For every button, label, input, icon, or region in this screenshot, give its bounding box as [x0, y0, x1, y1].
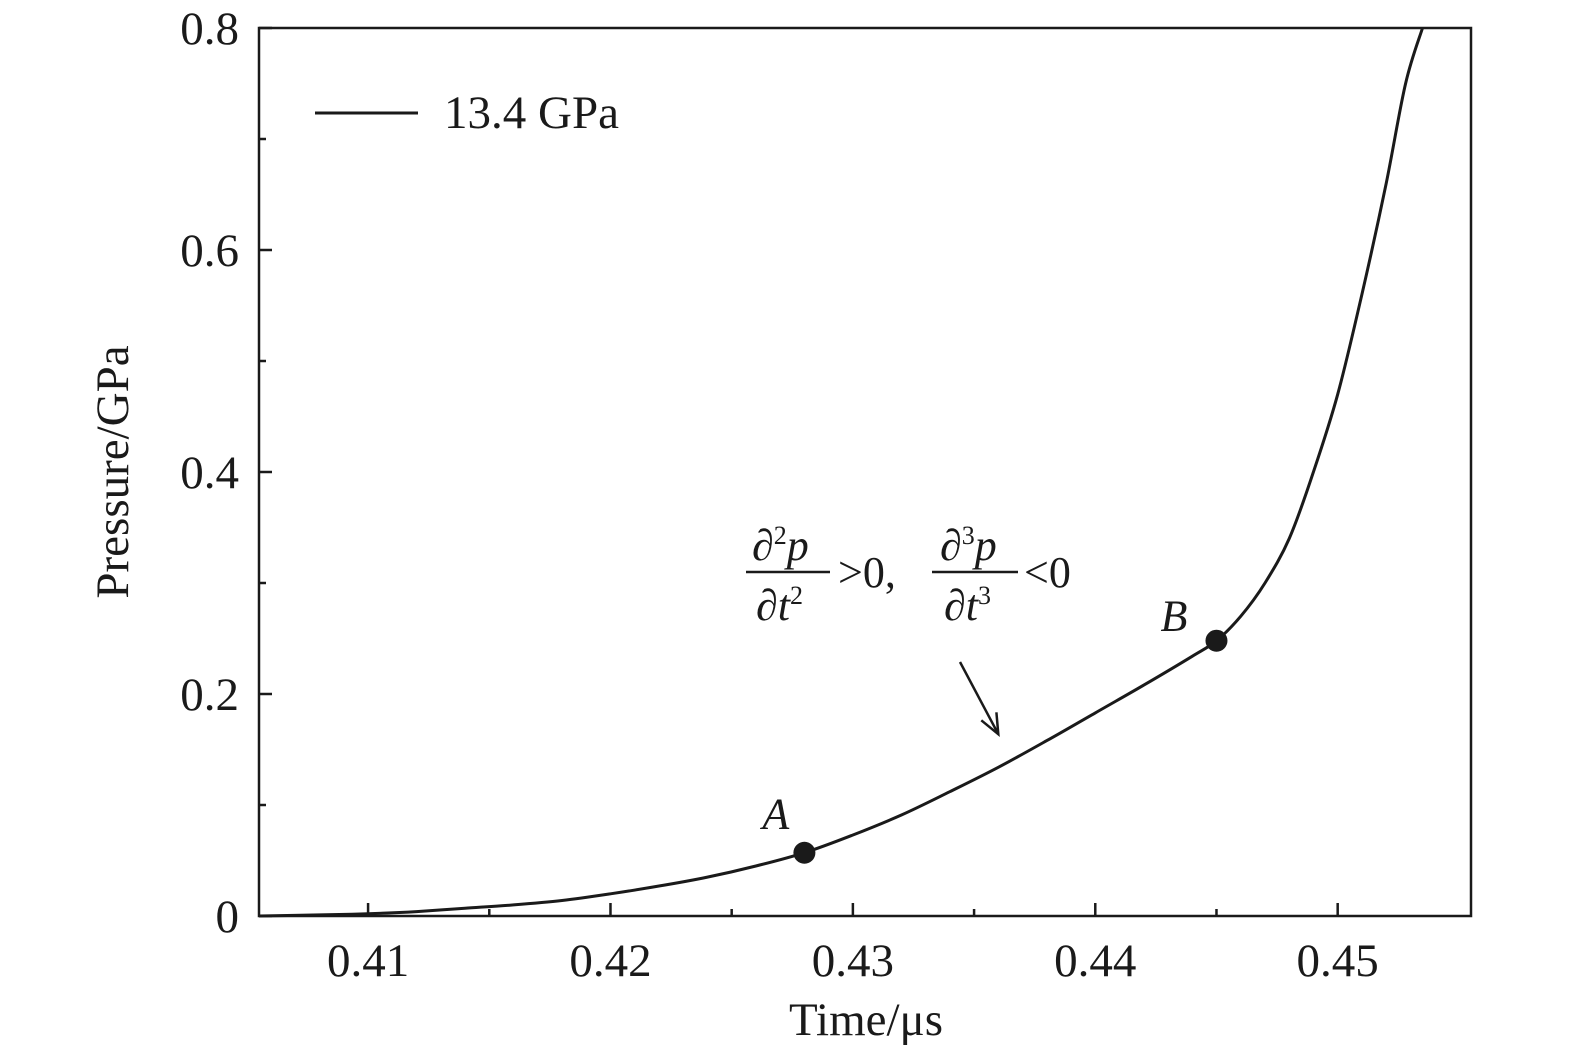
x-axis-title: Time/μs	[789, 994, 943, 1046]
annotation-condition-1: >0,	[838, 548, 896, 597]
y-tick-label: 0.4	[180, 447, 239, 499]
point-a-label: A	[759, 790, 790, 839]
x-tick-label: 0.43	[812, 935, 894, 987]
plot-frame	[257, 26, 1473, 918]
point-b-marker	[1205, 629, 1228, 652]
derivative-annotation: ∂2p ∂t2 >0, ∂3p ∂t3 <0	[746, 521, 1071, 738]
frac1-den-variable: t	[778, 581, 792, 630]
point-a-marker	[793, 841, 816, 864]
point-b-label: B	[1160, 592, 1187, 641]
frac2-num-exponent: 3	[962, 521, 975, 550]
annotation-frac1-denominator: ∂t2	[756, 581, 803, 630]
frac1-num-exponent: 2	[774, 521, 787, 550]
series-line-13.4-gpa	[258, 27, 1424, 918]
frac1-den-partial: ∂	[756, 581, 778, 630]
annotation-arrowhead	[980, 712, 1000, 738]
frac1-num-variable: p	[784, 521, 809, 570]
frac2-num-partial: ∂	[940, 521, 962, 570]
frac1-den-exponent: 2	[790, 581, 803, 610]
axis-ticks	[259, 26, 1339, 918]
annotation-frac2-denominator: ∂t3	[944, 581, 991, 630]
y-tick-label: 0	[216, 891, 240, 943]
annotation-frac2-numerator: ∂3p	[940, 521, 997, 570]
x-tick-label: 0.44	[1054, 935, 1136, 987]
axis-tick-labels: 0.41 0.42 0.43 0.44 0.45 0 0.2 0.4 0.6 0.8	[180, 3, 1379, 987]
annotation-condition-2: <0	[1024, 548, 1071, 597]
x-tick-label: 0.41	[327, 935, 409, 987]
y-tick-label: 0.8	[180, 3, 239, 55]
marked-points: AB	[759, 592, 1228, 864]
x-tick-label: 0.45	[1297, 935, 1379, 987]
frac2-den-exponent: 3	[978, 581, 991, 610]
frac1-num-partial: ∂	[752, 521, 774, 570]
frac2-den-partial: ∂	[944, 581, 966, 630]
y-axis-title: Pressure/GPa	[87, 345, 139, 598]
frac2-den-variable: t	[966, 581, 980, 630]
annotation-frac1-numerator: ∂2p	[752, 521, 809, 570]
legend-label: 13.4 GPa	[444, 87, 619, 139]
y-tick-label: 0.2	[180, 669, 239, 721]
annotation-arrow	[958, 661, 1000, 735]
y-tick-label: 0.6	[180, 225, 239, 277]
legend: 13.4 GPa	[315, 87, 619, 139]
x-tick-label: 0.42	[569, 935, 651, 987]
frac2-num-variable: p	[972, 521, 997, 570]
